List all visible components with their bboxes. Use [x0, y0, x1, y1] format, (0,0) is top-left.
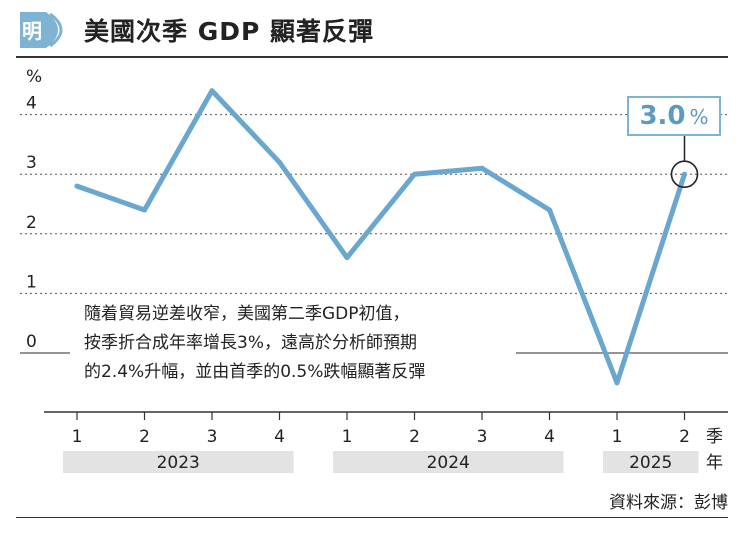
- year-band: [333, 451, 564, 473]
- data-point: [479, 165, 485, 171]
- year-band: [63, 451, 294, 473]
- y-tick-label: 1: [26, 272, 37, 292]
- annotation-line: 隨着貿易逆差收窄，美國第二季GDP初值，: [84, 304, 410, 324]
- x-tick-label: 2: [409, 427, 420, 447]
- x-axis-quarter-label: 季: [706, 427, 723, 447]
- data-point: [74, 183, 80, 189]
- callout-value: 3.0: [639, 101, 686, 131]
- data-point: [277, 159, 282, 165]
- data-point: [344, 255, 350, 261]
- title-divider: [16, 56, 728, 58]
- data-point-layer: [74, 88, 687, 386]
- data-point: [547, 207, 552, 213]
- year-band-layer: 2023 2024 2025: [63, 451, 699, 473]
- x-tick-label: 3: [477, 427, 488, 447]
- page-title: 美國次季 GDP 顯著反彈: [84, 17, 375, 46]
- annotation-line: 按季折合成年率增長3%，遠高於分析師預期: [84, 333, 417, 353]
- x-tick-label: 2: [139, 427, 150, 447]
- logo-text: 明: [22, 19, 42, 43]
- highlight-callout: 3.0 %: [627, 96, 721, 136]
- year-label: 2023: [157, 453, 200, 473]
- y-tick-label: 4: [26, 94, 37, 114]
- data-point: [682, 171, 687, 177]
- x-tick-label: 3: [207, 427, 218, 447]
- x-tick-layer: 1 2 3 4 1 2 3 4 1 2: [72, 412, 690, 447]
- newspaper-logo: 明: [20, 12, 63, 48]
- x-tick-label: 1: [612, 427, 623, 447]
- callout-unit: %: [689, 105, 709, 129]
- data-point: [209, 88, 215, 94]
- x-tick-label: 2: [679, 427, 690, 447]
- y-axis-unit-label: %: [26, 67, 42, 87]
- year-label: 2024: [427, 453, 470, 473]
- y-tick-label: 3: [26, 153, 37, 173]
- bottom-divider: [16, 517, 728, 518]
- source-credit: 資料來源：彭博: [609, 493, 728, 513]
- annotation-line: 的2.4%升幅，並由首季的0.5%跌幅顯著反彈: [84, 362, 426, 382]
- highlight-ring: [670, 160, 699, 188]
- data-point: [412, 171, 417, 177]
- x-tick-label: 1: [342, 427, 353, 447]
- data-point: [614, 380, 620, 386]
- y-tick-label: 0: [26, 332, 37, 352]
- year-label: 2025: [629, 453, 672, 473]
- chart-annotation: 隨着貿易逆差收窄，美國第二季GDP初值， 按季折合成年率增長3%，遠高於分析師預…: [70, 298, 516, 389]
- x-axis-year-label: 年: [706, 453, 723, 473]
- x-tick-label: 4: [544, 427, 555, 447]
- gdp-series-line: [74, 88, 687, 386]
- year-band: [603, 451, 699, 473]
- x-tick-label: 4: [274, 427, 285, 447]
- y-tick-label: 2: [26, 213, 37, 233]
- data-point: [142, 207, 147, 213]
- y-tick-layer: 0 1 2 3 4: [26, 94, 37, 352]
- x-tick-label: 1: [72, 427, 83, 447]
